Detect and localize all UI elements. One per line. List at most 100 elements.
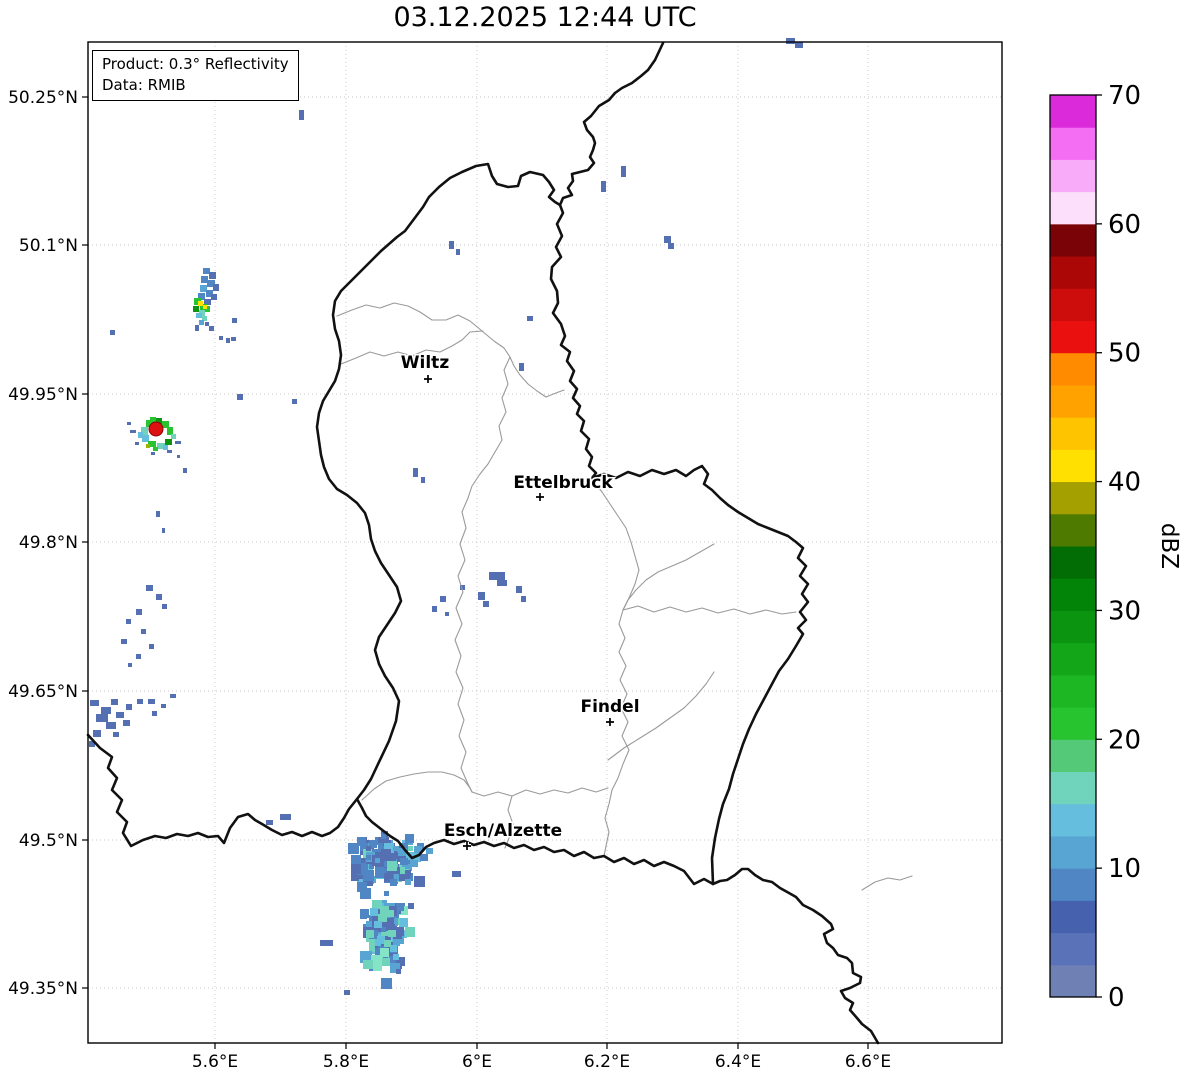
district-boundary (471, 787, 609, 797)
radar-echo-core-cell (378, 914, 387, 922)
radar-echo-cell (405, 927, 415, 937)
radar-echo-cell (375, 852, 382, 859)
radar-clutter-cell (153, 447, 158, 451)
radar-echo-core-cell (366, 930, 374, 938)
district-boundary (454, 497, 473, 793)
x-tick-label: 6°E (462, 1052, 492, 1072)
y-tick-label: 50.25°N (8, 88, 78, 108)
radar-clutter-cell (177, 455, 180, 458)
radar-clutter-cell (151, 452, 155, 455)
district-boundary (340, 330, 484, 365)
radar-speckle (137, 699, 143, 704)
radar-speckle (795, 42, 803, 48)
radar-echo-core-cell (386, 910, 394, 917)
radar-speckle (237, 394, 243, 400)
radar-streak-cell (202, 316, 207, 321)
colorbar-segment (1050, 932, 1096, 966)
colorbar-frame (1049, 94, 1097, 998)
radar-speckle (156, 511, 160, 517)
radar-echo-cell (384, 873, 393, 882)
x-tick-label: 6.6°E (845, 1052, 891, 1072)
radar-speckle (123, 720, 130, 726)
radar-speckle (101, 707, 111, 714)
colorbar-segment (1050, 674, 1096, 708)
radar-echo-cell (396, 852, 406, 862)
radar-echo-core-cell (377, 936, 385, 944)
radar-echo-cell (399, 870, 410, 881)
radar-speckle (162, 528, 165, 533)
radar-clutter-cell (146, 420, 154, 427)
radar-speckle (226, 338, 230, 343)
radar-echo-core-cell (374, 921, 382, 928)
radar-echo-cell (381, 927, 386, 932)
radar-streak-cell (195, 325, 199, 331)
colorbar-segment (1050, 384, 1096, 418)
radar-echo-core-cell (420, 854, 428, 861)
radar-echo-cell (360, 888, 371, 899)
radar-clutter-cell (171, 434, 176, 439)
product-line: Product: 0.3° Reflectivity (102, 55, 289, 73)
colorbar-tick-label: 70 (1108, 81, 1141, 111)
radar-echo-cell (381, 849, 391, 859)
radar-echo-cell (369, 840, 377, 848)
district-boundary (607, 671, 715, 761)
radar-echo-cell (393, 846, 398, 851)
radar-echo-core-cell (410, 860, 418, 867)
district-boundary (361, 771, 473, 801)
radar-speckle (219, 336, 223, 340)
radar-echo-cell (372, 915, 382, 925)
radar-streak-cell (209, 272, 216, 279)
radar-speckle (162, 604, 167, 609)
radar-clutter-cell (157, 443, 165, 449)
radar-speckle (489, 572, 505, 580)
radar-echo-cell (414, 876, 425, 887)
radar-speckle (116, 712, 124, 718)
radar-speckle (483, 601, 489, 607)
city-label: Wiltz (401, 353, 450, 373)
radar-speckle (452, 871, 461, 877)
radar-streak-cell (203, 268, 210, 274)
radar-clutter-cell (165, 439, 172, 445)
radar-echo-cell (390, 945, 397, 952)
radar-speckle (146, 585, 153, 591)
y-tick-label: 49.5°N (19, 831, 78, 851)
radar-speckle (96, 714, 108, 722)
radar-speckle (148, 699, 155, 704)
radar-echo-cell (393, 855, 397, 859)
radar-clutter-cell (150, 417, 156, 422)
radar-speckle (209, 326, 214, 331)
colorbar-segment (1050, 771, 1096, 805)
radar-speckle (299, 110, 304, 120)
radar-speckle (460, 585, 465, 590)
colorbar-axis-label: dBZ (1156, 523, 1182, 569)
radar-speckle (516, 586, 522, 593)
radar-echo-cell (357, 882, 367, 892)
radar-echo-core-cell (380, 906, 389, 914)
radar-clutter-cell (167, 450, 172, 453)
radar-clutter-core (148, 421, 164, 437)
colorbar-segment (1050, 223, 1096, 257)
radar-echo-core-cell (372, 900, 382, 909)
belgium-germany-border (558, 41, 665, 207)
radar-echo-cell (351, 873, 359, 881)
radar-echo-cell (390, 963, 400, 973)
radar-speckle (231, 337, 236, 341)
radar-speckle (440, 596, 446, 602)
colorbar-tick-label: 10 (1108, 854, 1141, 884)
radar-speckle (136, 609, 142, 615)
radar-speckle (664, 236, 671, 243)
radar-echo-cell (369, 942, 379, 952)
radar-echo-cell (369, 864, 374, 869)
radar-echo-cell (381, 930, 392, 941)
radar-echo-core-cell (371, 955, 383, 965)
radar-speckle (621, 166, 626, 177)
district-boundary (336, 302, 565, 398)
radar-speckle (149, 644, 154, 649)
radar-echo-cell (405, 834, 414, 843)
y-tick-label: 49.35°N (8, 979, 78, 999)
radar-echo-cell (357, 837, 366, 846)
radar-streak-cell (204, 299, 211, 305)
data-source-line: Data: RMIB (102, 76, 186, 94)
colorbar-segment (1050, 513, 1096, 547)
